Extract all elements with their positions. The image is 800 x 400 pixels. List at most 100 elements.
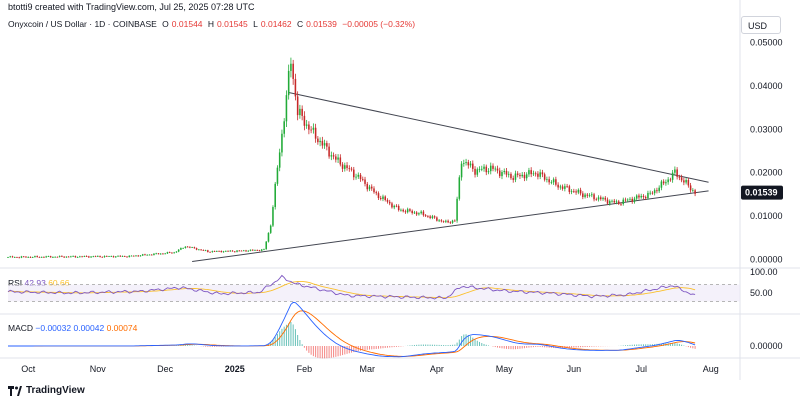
macd-histogram-bar <box>672 343 674 346</box>
macd-histogram-bar <box>566 346 568 348</box>
candle-body <box>478 168 481 170</box>
macd-histogram-bar <box>312 346 314 357</box>
candle-body <box>595 199 598 201</box>
macd-histogram-bar <box>274 337 276 346</box>
macd-histogram-bar <box>294 329 296 346</box>
candle-body <box>272 207 274 226</box>
macd-histogram-bar <box>571 346 573 348</box>
candle-body <box>653 190 656 194</box>
macd-histogram-bar <box>692 346 694 349</box>
candle-body <box>463 163 465 164</box>
macd-histogram-bar <box>521 346 523 349</box>
time-tick-label: Oct <box>21 364 36 374</box>
macd-histogram-bar <box>377 346 379 349</box>
candle-body <box>16 257 18 258</box>
macd-histogram-bar <box>535 346 537 347</box>
macd-histogram-bar <box>537 346 539 347</box>
candle-body <box>507 173 510 175</box>
macd-histogram-bar <box>299 339 301 346</box>
candle-body <box>148 254 151 256</box>
macd-histogram-bar <box>483 343 485 346</box>
candle-body <box>647 192 649 199</box>
macd-histogram-bar <box>526 346 528 348</box>
candle-body <box>472 163 474 169</box>
macd-histogram-bar <box>559 346 561 349</box>
candle-body <box>200 249 202 251</box>
candle-body <box>139 255 142 257</box>
candle-body <box>76 257 79 258</box>
macd-legend: MACD −0.00032 0.00042 0.00074 <box>8 323 137 333</box>
macd-histogram-bar <box>456 342 458 346</box>
candle-body <box>395 205 398 207</box>
candle-body <box>110 256 113 258</box>
candle-body <box>249 249 252 251</box>
macd-histogram-bar <box>366 346 368 350</box>
time-tick-label: Nov <box>90 364 107 374</box>
candle-body <box>130 255 133 257</box>
macd-histogram-bar <box>575 346 577 348</box>
macd-histogram-bar <box>577 346 579 348</box>
macd-pane <box>8 301 696 359</box>
candle-body <box>97 255 99 257</box>
candle-body <box>665 182 667 184</box>
macd-histogram-bar <box>382 346 384 349</box>
macd-histogram-bar <box>317 346 319 358</box>
candle-body <box>613 200 616 203</box>
candle-body <box>382 196 384 199</box>
macd-histogram-bar <box>645 344 647 346</box>
macd-histogram-bar <box>434 344 436 346</box>
macd-histogram-bar <box>539 346 541 347</box>
macd-histogram-bar <box>622 345 624 346</box>
candle-body <box>308 124 310 130</box>
macd-histogram-bar <box>429 344 431 346</box>
candle-body <box>123 256 126 257</box>
candle-body <box>496 168 499 171</box>
macd-histogram-bar <box>454 344 456 346</box>
macd-histogram-bar <box>510 346 512 350</box>
macd-histogram-bar <box>584 346 586 348</box>
price-tick-label: 0.00000 <box>750 254 783 264</box>
candle-body <box>251 249 254 251</box>
candle-body <box>400 209 402 211</box>
candle-body <box>514 173 517 180</box>
candle-body <box>629 198 631 200</box>
candle-body <box>577 189 580 193</box>
candle-body <box>368 186 371 190</box>
macd-histogram-bar <box>400 346 402 347</box>
chart-byline: btotti9 created with TradingView.com, Ju… <box>8 2 255 12</box>
candle-body <box>615 201 618 203</box>
candle-body <box>355 176 357 178</box>
macd-histogram-bar <box>640 344 642 346</box>
macd-histogram-bar <box>523 346 525 349</box>
candle-body <box>373 188 375 193</box>
candle-body <box>626 199 629 201</box>
candle-body <box>79 256 81 258</box>
candle-body <box>43 256 45 258</box>
macd-histogram-bar <box>458 339 460 346</box>
candle-body <box>344 165 346 169</box>
candle-body <box>391 203 393 208</box>
macd-histogram-bar <box>633 344 635 346</box>
candle-body <box>186 246 189 248</box>
currency-button[interactable]: USD <box>741 16 781 34</box>
candle-body <box>429 216 431 218</box>
macd-histogram-bar <box>422 344 424 346</box>
candle-body <box>330 155 333 157</box>
close-label: C <box>297 19 304 29</box>
chart-grid <box>0 0 800 380</box>
macd-histogram-bar <box>355 346 357 352</box>
candle-body <box>458 177 461 199</box>
candle-body <box>427 216 429 217</box>
candle-body <box>460 163 463 178</box>
macd-histogram-bar <box>449 344 451 346</box>
macd-histogram-bar <box>353 346 355 353</box>
macd-histogram-bar <box>678 343 680 346</box>
low-value: 0.01462 <box>260 19 292 29</box>
candle-body <box>546 179 548 181</box>
macd-histogram-bar <box>375 346 377 349</box>
candle-body <box>128 255 131 258</box>
macd-histogram-bar <box>301 344 303 346</box>
candle-body <box>649 192 651 194</box>
candle-body <box>112 256 115 258</box>
